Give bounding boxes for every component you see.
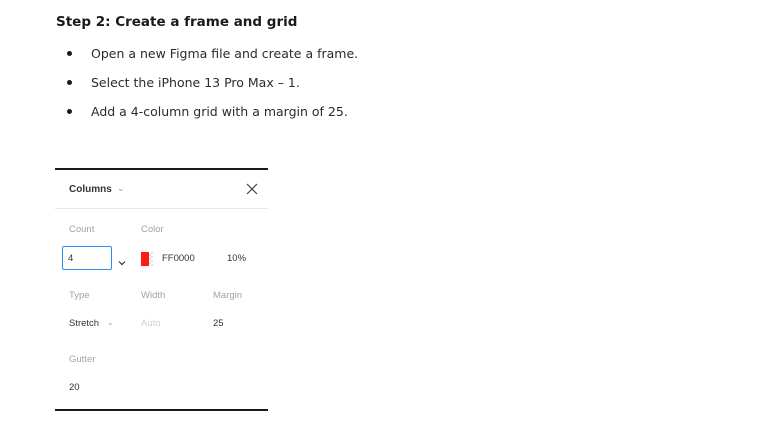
count-input[interactable]	[62, 246, 112, 270]
margin-label: Margin	[213, 290, 243, 301]
type-dropdown[interactable]: Stretch	[69, 318, 100, 329]
width-field[interactable]: Auto	[141, 318, 161, 329]
margin-field[interactable]: 25	[213, 318, 224, 329]
gutter-label: Gutter	[69, 354, 96, 365]
step-text: Select the iPhone 13 Pro Max – 1.	[91, 75, 300, 90]
steps-list: Open a new Figma file and create a frame…	[67, 44, 358, 131]
bottom-rule	[55, 409, 268, 411]
bullet-icon	[67, 51, 72, 56]
count-dropdown[interactable]	[118, 254, 126, 266]
step-heading: Step 2: Create a frame and grid	[56, 14, 298, 30]
close-icon	[246, 183, 258, 195]
layout-grid-panel: Columns ⌄ Count Color FF0000 10% Type Wi…	[55, 168, 268, 411]
grid-type-dropdown[interactable]: Columns	[69, 184, 112, 195]
width-label: Width	[141, 290, 166, 301]
count-label: Count	[69, 224, 95, 235]
swatch-fill	[141, 252, 149, 266]
list-item: Add a 4-column grid with a margin of 25.	[67, 102, 358, 131]
step-text: Open a new Figma file and create a frame…	[91, 46, 359, 61]
chevron-down-icon[interactable]: ⌄	[107, 318, 114, 327]
bullet-icon	[67, 80, 72, 85]
step-text: Add a 4-column grid with a margin of 25.	[91, 104, 348, 119]
opacity-field[interactable]: 10%	[227, 253, 247, 264]
color-swatch[interactable]	[141, 252, 153, 266]
color-hex-field[interactable]: FF0000	[162, 253, 195, 264]
top-rule	[55, 168, 268, 170]
color-label: Color	[141, 224, 164, 235]
list-item: Select the iPhone 13 Pro Max – 1.	[67, 73, 358, 102]
chevron-down-icon[interactable]: ⌄	[117, 183, 125, 193]
type-label: Type	[69, 290, 90, 301]
swatch-transparency	[149, 252, 153, 266]
chevron-down-icon	[118, 261, 126, 266]
list-item: Open a new Figma file and create a frame…	[67, 44, 358, 73]
gutter-field[interactable]: 20	[69, 382, 80, 393]
header-divider	[55, 208, 268, 209]
close-button[interactable]	[245, 182, 259, 196]
bullet-icon	[67, 109, 72, 114]
